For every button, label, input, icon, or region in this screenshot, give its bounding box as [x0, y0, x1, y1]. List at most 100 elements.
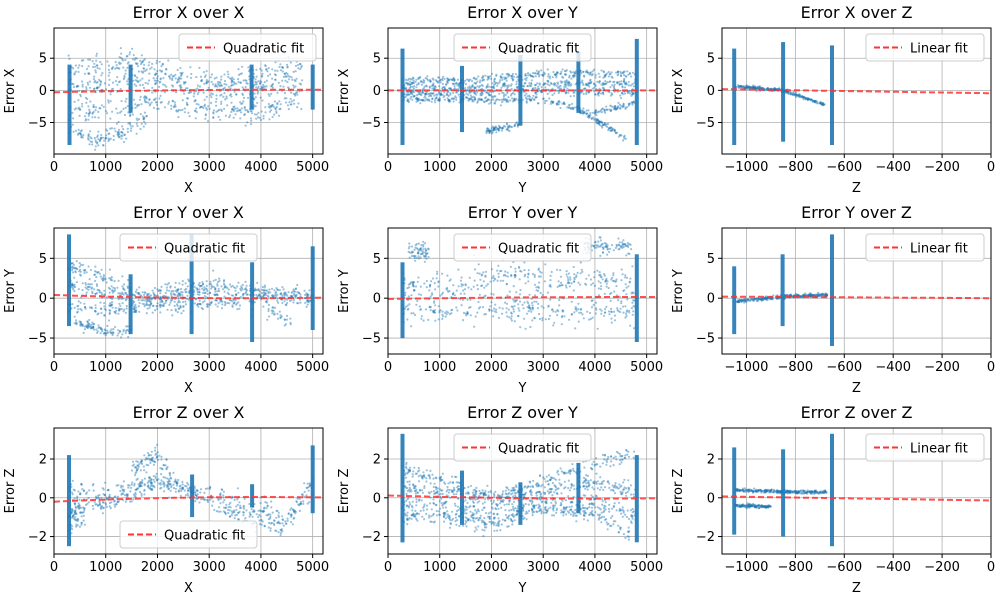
scatter-point — [272, 105, 276, 108]
scatter-point — [599, 281, 602, 284]
scatter-point — [485, 131, 488, 135]
scatter-point — [547, 73, 550, 76]
scatter-point — [290, 91, 293, 94]
scatter-point — [556, 285, 559, 288]
scatter-point — [533, 317, 536, 320]
scatter-point — [288, 101, 291, 104]
scatter-point — [183, 92, 186, 95]
scatter-point — [81, 83, 84, 86]
scatter-point — [463, 292, 466, 295]
scatter-point — [210, 96, 213, 99]
scatter-point — [281, 294, 284, 297]
scatter-point — [412, 79, 415, 82]
scatter-point — [754, 297, 757, 300]
scatter-point — [260, 86, 263, 90]
scatter-point — [632, 327, 636, 330]
scatter-point — [111, 110, 114, 113]
scatter-point — [621, 72, 624, 75]
scatter-point — [77, 304, 80, 307]
scatter-point — [132, 79, 135, 82]
scatter-point — [203, 75, 207, 78]
scatter-point — [499, 126, 502, 129]
scatter-point — [134, 309, 137, 312]
scatter-point — [285, 293, 288, 296]
scatter-point — [443, 91, 446, 94]
scatter-point — [632, 85, 635, 88]
scatter-point — [147, 480, 150, 483]
scatter-point — [435, 93, 438, 96]
scatter-point — [596, 327, 599, 330]
scatter-point — [148, 304, 151, 307]
scatter-point — [548, 84, 551, 87]
scatter-point — [605, 123, 608, 126]
scatter-point — [216, 284, 219, 287]
scatter-point — [289, 317, 292, 320]
scatter-point — [111, 297, 114, 300]
scatter-point — [582, 87, 585, 91]
scatter-point — [524, 74, 527, 77]
scatter-point — [748, 85, 751, 88]
scatter-point — [90, 307, 94, 310]
scatter-point — [564, 85, 567, 88]
scatter-spike — [518, 55, 523, 126]
scatter-point — [89, 100, 92, 103]
scatter-point — [287, 75, 290, 78]
scatter-point — [524, 74, 527, 77]
scatter-point — [94, 306, 97, 310]
scatter-point — [580, 109, 584, 112]
scatter-point — [125, 304, 128, 308]
scatter-point — [266, 74, 270, 77]
scatter-point — [117, 332, 120, 335]
scatter-point — [596, 92, 600, 95]
scatter-point — [177, 297, 180, 300]
scatter-point — [514, 300, 518, 303]
subplot-title: Error X over X — [133, 3, 245, 22]
scatter-point — [187, 111, 190, 114]
scatter-point — [196, 303, 199, 306]
scatter-point — [498, 126, 501, 129]
scatter-point — [740, 299, 743, 302]
scatter-point — [563, 85, 566, 88]
scatter-point — [623, 77, 626, 81]
scatter-point — [757, 298, 760, 301]
scatter-point — [298, 82, 301, 85]
scatter-point — [758, 298, 761, 301]
scatter-point — [73, 267, 76, 270]
scatter-point — [449, 100, 452, 103]
scatter-point — [202, 291, 205, 295]
scatter-point — [562, 309, 565, 312]
scatter-point — [548, 77, 552, 80]
scatter-point — [115, 107, 118, 110]
scatter-point — [232, 110, 235, 113]
scatter-point — [287, 291, 290, 294]
scatter-point — [99, 275, 102, 278]
scatter-point — [468, 87, 471, 90]
scatter-point — [185, 287, 188, 290]
scatter-point — [546, 83, 549, 86]
x-tick-label: −1000 — [724, 360, 768, 375]
scatter-point — [594, 240, 597, 244]
scatter-point — [71, 284, 74, 287]
scatter-point — [186, 285, 189, 288]
scatter-point — [121, 333, 124, 336]
scatter-point — [737, 299, 740, 302]
scatter-point — [504, 98, 507, 101]
scatter-point — [108, 291, 111, 294]
scatter-point — [503, 78, 506, 81]
scatter-point — [574, 307, 577, 311]
scatter-point — [489, 101, 492, 104]
scatter-point — [215, 76, 218, 79]
scatter-point — [629, 243, 632, 246]
scatter-point — [616, 106, 619, 109]
scatter-point — [109, 304, 112, 307]
scatter-point — [458, 83, 461, 86]
scatter-point — [529, 85, 533, 88]
scatter-point — [484, 274, 487, 277]
scatter-point — [134, 57, 137, 60]
scatter-spike — [781, 42, 786, 142]
scatter-point — [484, 313, 487, 316]
scatter-point — [73, 290, 76, 293]
scatter-point — [600, 243, 603, 246]
scatter-point — [597, 119, 600, 122]
scatter-point — [505, 98, 508, 101]
